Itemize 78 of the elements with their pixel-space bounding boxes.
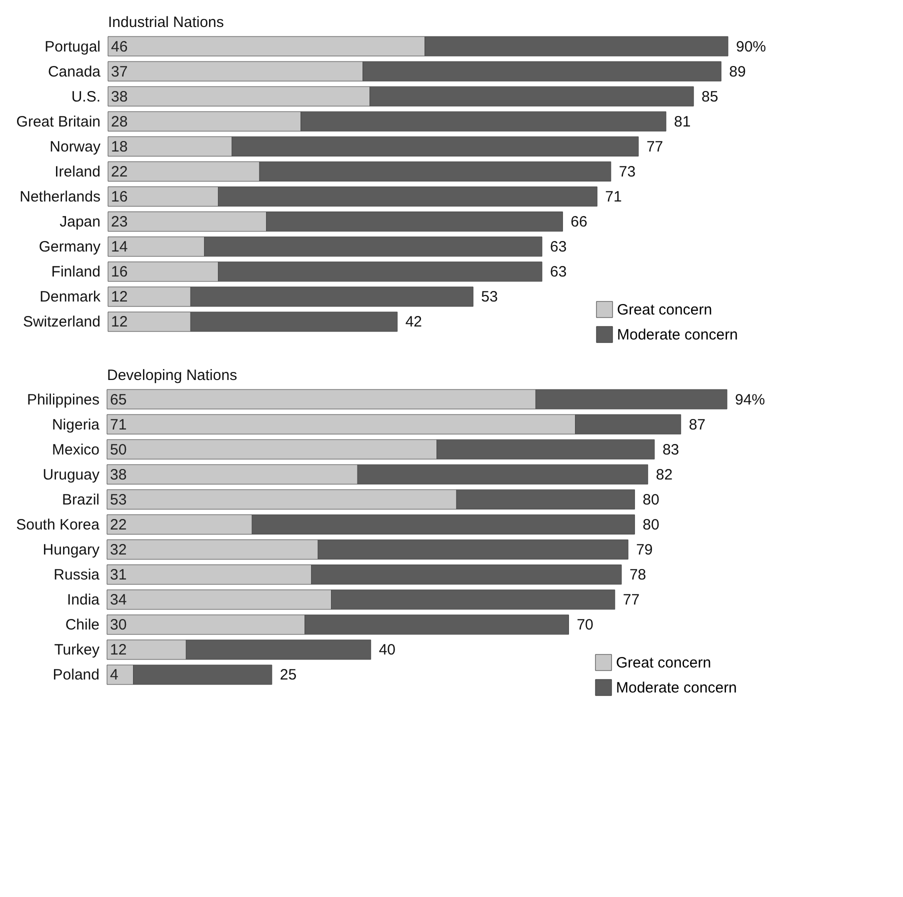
y-tick-label: India	[66, 592, 100, 609]
total-label: 63	[550, 264, 567, 281]
total-label: 79	[636, 542, 653, 559]
y-tick-label: Russia	[54, 566, 100, 584]
data-label: 65	[110, 391, 127, 408]
total-label: 94%	[735, 391, 766, 408]
y-tick-label: Ireland	[54, 163, 100, 180]
y-tick-label: Netherlands	[20, 188, 100, 206]
data-label: 16	[111, 264, 128, 281]
data-label: 38	[111, 88, 128, 106]
y-tick-label: Japan	[60, 214, 100, 231]
total-label: 73	[618, 163, 636, 180]
data-label: 53	[110, 491, 127, 508]
chart-title: Developing Nations	[107, 367, 238, 384]
data-label: 28	[111, 113, 128, 130]
y-tick-label: Canada	[48, 63, 102, 80]
total-label: 87	[688, 416, 706, 434]
total-label: 25	[280, 666, 297, 684]
data-label: 16	[111, 188, 128, 206]
y-tick-label: Switzerland	[22, 314, 100, 331]
y-tick-label: Uruguay	[42, 466, 100, 484]
y-tick-label: Portugal	[44, 38, 100, 56]
total-label: 85	[702, 88, 718, 106]
total-label: 53	[481, 288, 498, 306]
data-label: 23	[111, 214, 128, 231]
data-label: 71	[110, 416, 127, 434]
data-label: 12	[110, 642, 127, 659]
total-label: 90%	[736, 38, 766, 56]
total-label: 82	[656, 466, 673, 484]
total-label: 77	[622, 592, 640, 609]
data-label: 34	[110, 592, 127, 609]
legend-label: Great concern	[617, 302, 712, 318]
y-tick-label: Philippines	[26, 391, 100, 408]
total-label: 71	[605, 188, 622, 206]
total-label: 77	[646, 138, 664, 156]
y-tick-label: Denmark	[40, 288, 101, 306]
data-label: 32	[110, 542, 127, 559]
data-label: 22	[111, 163, 128, 180]
total-label: 89	[729, 63, 746, 80]
y-tick-label: Finland	[51, 264, 100, 281]
data-label: 18	[111, 138, 128, 156]
chart-title: Industrial Nations	[108, 14, 224, 31]
total-label: 63	[550, 238, 567, 256]
total-label: 66	[570, 214, 588, 231]
total-label: 80	[642, 516, 660, 534]
total-label: 80	[642, 491, 660, 508]
legend-label: Moderate concern	[616, 680, 737, 696]
data-label: 37	[111, 63, 128, 80]
data-label: 38	[110, 466, 127, 484]
total-label: 40	[378, 642, 396, 659]
y-tick-label: Great Britain	[16, 113, 100, 130]
data-label: 14	[111, 238, 128, 256]
y-tick-label: Hungary	[42, 542, 100, 559]
total-label: 42	[405, 314, 422, 331]
total-label: 83	[662, 441, 680, 458]
total-label: 81	[674, 113, 691, 130]
y-tick-label: Nigeria	[52, 416, 100, 434]
data-label: 31	[110, 566, 127, 584]
y-tick-label: Mexico	[52, 441, 100, 458]
legend-label: Great concern	[616, 654, 712, 672]
y-tick-label: Norway	[50, 138, 101, 156]
y-tick-label: Germany	[38, 238, 101, 256]
data-label: 12	[111, 288, 128, 306]
data-label: 12	[111, 314, 128, 331]
data-label: 4	[110, 666, 118, 684]
total-label: 70	[576, 616, 594, 634]
y-tick-label: Chile	[65, 616, 100, 634]
y-tick-label: Brazil	[62, 491, 100, 508]
legend-label: Moderate concern	[617, 326, 738, 344]
data-label: 22	[110, 516, 127, 534]
data-label: 46	[111, 38, 128, 56]
y-tick-label: U.S.	[71, 88, 100, 106]
y-tick-label: Poland	[52, 666, 100, 684]
data-label: 30	[110, 616, 127, 634]
total-label: 78	[629, 566, 646, 584]
data-label: 50	[110, 441, 127, 458]
y-tick-label: Turkey	[54, 642, 100, 659]
y-tick-label: South Korea	[16, 516, 100, 534]
